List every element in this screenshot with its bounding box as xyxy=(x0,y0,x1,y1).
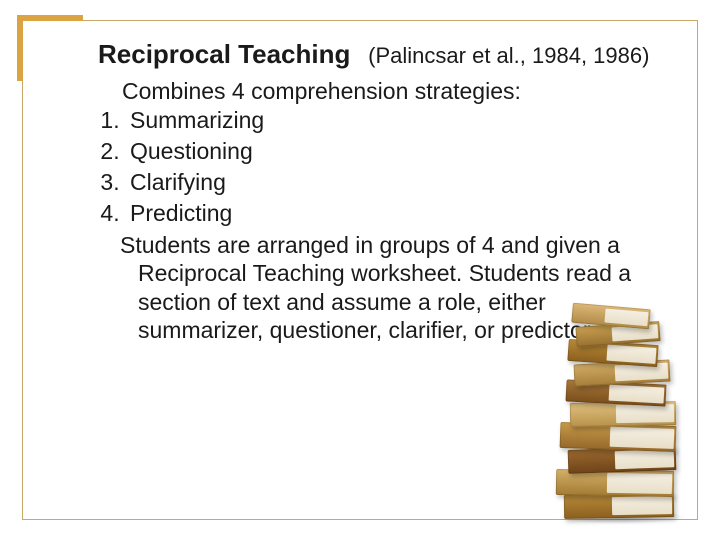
slide-citation: (Palincsar et al., 1984, 1986) xyxy=(368,43,649,68)
list-item: Summarizing xyxy=(126,105,660,136)
strategies-list: Summarizing Questioning Clarifying Predi… xyxy=(116,105,660,229)
title-line: Reciprocal Teaching (Palincsar et al., 1… xyxy=(98,38,660,71)
list-item: Questioning xyxy=(126,136,660,167)
intro-text: Combines 4 comprehension strategies: xyxy=(102,77,660,106)
list-item: Clarifying xyxy=(126,167,660,198)
slide-title: Reciprocal Teaching xyxy=(98,39,350,69)
list-item: Predicting xyxy=(126,198,660,229)
book-stack-icon xyxy=(546,288,696,518)
